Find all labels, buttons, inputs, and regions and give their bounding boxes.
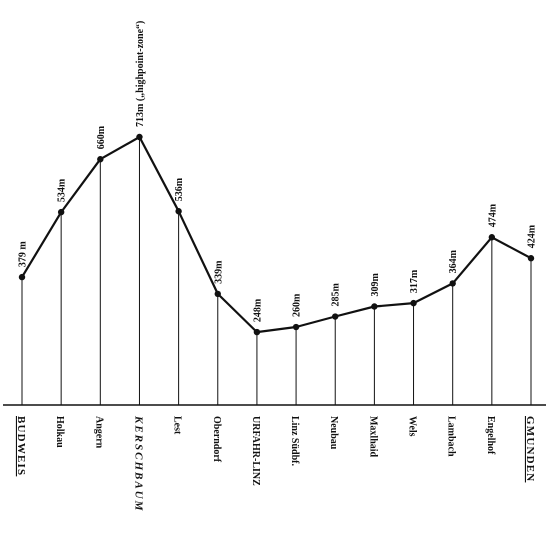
value-label-6: 248m xyxy=(252,298,263,322)
station-label-2: Angern xyxy=(93,416,104,449)
station-label-8: Neubau xyxy=(328,416,339,450)
station-label-6: URFAHR-LINZ xyxy=(250,416,261,486)
station-label-3: KERSCHBAUM xyxy=(132,415,144,512)
value-label-9: 309m xyxy=(370,272,381,296)
station-label-5: Oberndorf xyxy=(211,416,222,463)
data-point-5 xyxy=(214,290,221,298)
station-label-7: Linz Südbf. xyxy=(289,416,300,467)
data-point-13 xyxy=(527,255,535,262)
station-label-13: GMUNDEN xyxy=(524,416,536,482)
data-point-0 xyxy=(18,273,26,281)
data-point-9 xyxy=(371,303,378,310)
value-label-3: 713m („highpoint-zone“) xyxy=(135,21,146,127)
value-label-8: 285m xyxy=(331,283,342,307)
station-label-9: Maxlhaid xyxy=(367,416,378,458)
data-point-12 xyxy=(488,234,496,241)
data-point-3 xyxy=(136,133,143,141)
station-label-1: Holkau xyxy=(54,416,65,448)
data-point-7 xyxy=(292,323,300,331)
station-label-10: Wels xyxy=(407,416,418,437)
data-point-8 xyxy=(332,313,339,320)
value-label-7: 260m xyxy=(292,293,303,317)
data-point-6 xyxy=(253,328,261,336)
station-label-0: BUDWEIS xyxy=(15,416,27,476)
elevation-line xyxy=(21,135,532,334)
value-label-13: 424m xyxy=(527,224,538,248)
station-label-4: Lest xyxy=(172,416,183,435)
value-label-5: 339m xyxy=(213,260,224,284)
data-point-10 xyxy=(410,299,417,307)
station-label-12: Engelhof xyxy=(485,416,496,455)
value-label-10: 317m xyxy=(409,269,420,293)
value-label-11: 364m xyxy=(448,249,459,273)
value-label-4: 536m xyxy=(174,177,185,201)
value-label-0: 379 m xyxy=(18,241,29,268)
data-point-4 xyxy=(175,208,182,215)
data-point-2 xyxy=(97,156,104,163)
value-label-12: 474m xyxy=(487,203,498,227)
data-point-11 xyxy=(449,280,456,287)
value-label-2: 660m xyxy=(96,125,107,149)
data-point-1 xyxy=(57,208,65,216)
value-label-1: 534m xyxy=(57,178,68,202)
station-label-11: Lambach xyxy=(446,416,457,457)
